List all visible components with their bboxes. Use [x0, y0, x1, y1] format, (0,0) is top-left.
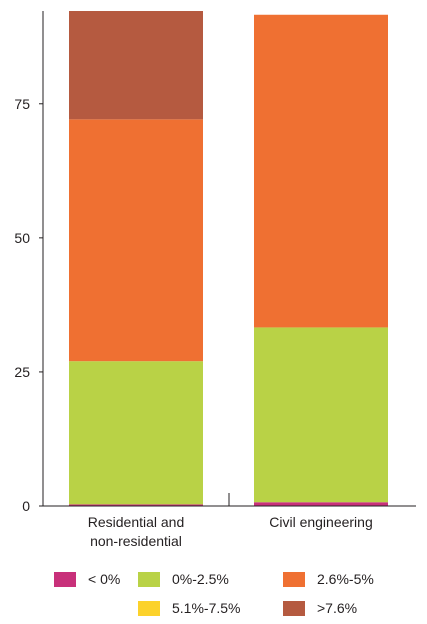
bar-segment — [69, 11, 203, 120]
bar-segment — [254, 327, 388, 503]
legend-swatch — [283, 571, 305, 587]
x-category-label: Civil engineering — [269, 514, 373, 530]
x-category-label-line: Residential and — [88, 514, 185, 530]
stacked-bar-chart: 0 25 50 75 Residential and non-residential Civ… — [14, 11, 416, 549]
legend-item-5-1-7-5: 5.1%-7.5% — [138, 600, 240, 616]
y-tick-label: 50 — [14, 230, 30, 246]
bar-segment — [69, 361, 203, 505]
axes-group: 0 25 50 75 Residential and non-residential Civ… — [14, 11, 416, 549]
y-tick-label: 25 — [14, 364, 30, 380]
legend-swatch — [138, 571, 160, 587]
legend-label: 0%-2.5% — [172, 571, 229, 587]
legend-item-lt0: < 0% — [54, 571, 120, 587]
legend-label: 2.6%-5% — [317, 571, 374, 587]
y-tick-label: 75 — [14, 96, 30, 112]
legend-swatch — [283, 600, 305, 616]
legend-swatch — [54, 571, 76, 587]
legend: < 0% 0%-2.5% 2.6%-5% 5.1%-7.5% >7.6% — [0, 560, 427, 624]
bar-segment — [254, 502, 388, 506]
legend-label: >7.6% — [317, 600, 358, 616]
bar-segment — [69, 504, 203, 506]
legend-label: 5.1%-7.5% — [172, 600, 241, 616]
bars-group — [69, 11, 388, 506]
x-category-label: Residential and non-residential — [88, 514, 185, 549]
legend-item-gt7-6: >7.6% — [283, 600, 357, 616]
legend-item-2-6-5: 2.6%-5% — [283, 571, 374, 587]
legend-item-0-2-5: 0%-2.5% — [138, 571, 229, 587]
bar-segment — [69, 119, 203, 362]
legend-swatch — [138, 600, 160, 616]
bar-segment — [254, 14, 388, 328]
legend-label: < 0% — [88, 571, 121, 587]
x-category-label-line: Civil engineering — [269, 514, 373, 530]
y-tick-label: 0 — [22, 498, 30, 514]
x-category-label-line: non-residential — [90, 533, 182, 549]
